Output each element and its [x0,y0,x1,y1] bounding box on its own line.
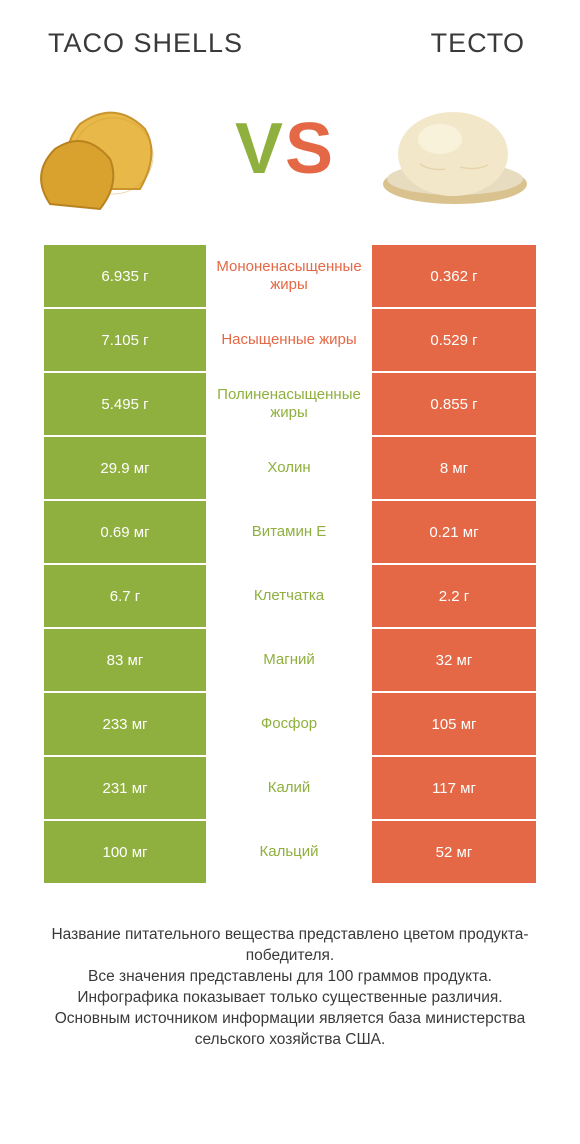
value-left: 231 мг [44,757,208,819]
dough-image [370,79,535,219]
value-right: 117 мг [372,757,536,819]
vs-label: VS [235,108,335,190]
product-left-title: TACO SHELLS [48,28,243,59]
value-left: 100 мг [44,821,208,883]
value-right: 0.855 г [372,373,536,435]
table-row: 231 мгКалий117 мг [44,757,536,821]
nutrient-name: Клетчатка [208,565,372,627]
table-row: 6.935 гМононенасыщенные жиры0.362 г [44,245,536,309]
vs-s: S [285,109,335,189]
nutrient-name: Насыщенные жиры [208,309,372,371]
taco-shells-image [35,79,200,219]
footer-line: Название питательного вещества представл… [25,925,555,967]
footer-line: Все значения представлены для 100 граммо… [25,967,555,988]
table-row: 7.105 гНасыщенные жиры0.529 г [44,309,536,373]
table-row: 5.495 гПолиненасыщенные жиры0.855 г [44,373,536,437]
value-left: 6.935 г [44,245,208,307]
value-left: 0.69 мг [44,501,208,563]
footer-line: Инфографика показывает только существенн… [25,988,555,1009]
value-right: 0.21 мг [372,501,536,563]
value-right: 8 мг [372,437,536,499]
product-right-title: ТЕСТО [431,28,525,59]
value-left: 6.7 г [44,565,208,627]
footer-line: Основным источником информации является … [25,1009,555,1051]
table-row: 233 мгФосфор105 мг [44,693,536,757]
nutrient-name: Магний [208,629,372,691]
value-right: 105 мг [372,693,536,755]
value-left: 83 мг [44,629,208,691]
value-right: 0.529 г [372,309,536,371]
table-row: 83 мгМагний32 мг [44,629,536,693]
nutrient-name: Мононенасыщенные жиры [208,245,372,307]
value-right: 32 мг [372,629,536,691]
value-left: 7.105 г [44,309,208,371]
table-row: 6.7 гКлетчатка2.2 г [44,565,536,629]
comparison-table: 6.935 гМононенасыщенные жиры0.362 г7.105… [44,245,536,885]
nutrient-name: Калий [208,757,372,819]
table-row: 29.9 мгХолин8 мг [44,437,536,501]
table-row: 100 мгКальций52 мг [44,821,536,885]
value-left: 233 мг [44,693,208,755]
value-right: 2.2 г [372,565,536,627]
value-left: 5.495 г [44,373,208,435]
footer-notes: Название питательного вещества представл… [0,885,580,1051]
table-row: 0.69 мгВитамин E0.21 мг [44,501,536,565]
nutrient-name: Витамин E [208,501,372,563]
images-row: VS [0,69,580,239]
value-right: 52 мг [372,821,536,883]
nutrient-name: Кальций [208,821,372,883]
nutrient-name: Холин [208,437,372,499]
nutrient-name: Полиненасыщенные жиры [208,373,372,435]
header-row: TACO SHELLS ТЕСТО [0,0,580,69]
value-right: 0.362 г [372,245,536,307]
nutrient-name: Фосфор [208,693,372,755]
vs-v: V [235,109,285,189]
value-left: 29.9 мг [44,437,208,499]
